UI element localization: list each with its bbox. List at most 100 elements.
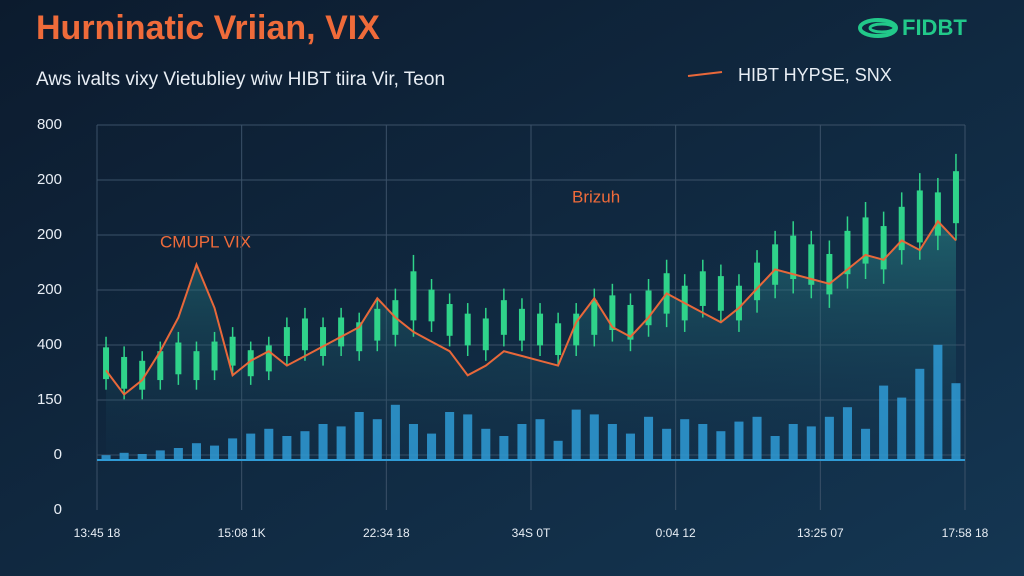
candle-body — [482, 318, 489, 351]
candle-body — [808, 244, 815, 285]
legend-swatch — [687, 71, 723, 77]
volume-bar — [897, 397, 907, 460]
candle-body — [193, 351, 200, 381]
chart-title: Hurninatic Vriian, VIX — [36, 9, 380, 47]
legend-label: HIBT HYPSE, SNX — [738, 65, 892, 85]
x-tick-label: 0:04 12 — [656, 526, 696, 540]
volume-bar — [228, 438, 238, 460]
volume-bar — [282, 436, 292, 460]
logo-icon — [868, 22, 896, 34]
volume-bar — [734, 421, 744, 460]
candle-body — [301, 318, 308, 351]
candle-body — [157, 351, 164, 381]
candle-body — [754, 262, 761, 301]
candle-body — [645, 290, 652, 326]
annotation: CMUPL VIX — [160, 232, 251, 251]
candle-body — [356, 322, 363, 352]
candle-body — [283, 327, 290, 356]
chart-subtitle: Aws ivalts vixy Vietubliey wiw HIBT tiir… — [36, 69, 445, 90]
volume-bar — [427, 433, 437, 460]
volume-bar — [390, 404, 400, 460]
x-tick-label: 17:58 18 — [942, 526, 989, 540]
annotation: Brizuh — [572, 187, 620, 206]
volume-bar — [155, 450, 165, 460]
volume-bar — [770, 436, 780, 460]
candle-body — [265, 345, 272, 372]
volume-bar — [716, 431, 726, 460]
candle-body — [699, 271, 706, 306]
logo-icon — [858, 18, 898, 38]
candle-body — [320, 327, 327, 356]
volume-bar — [535, 419, 545, 460]
volume-bar — [354, 412, 364, 460]
volume-bar — [499, 436, 509, 460]
volume-bar — [137, 454, 147, 460]
volume-bar — [879, 385, 889, 460]
volume-bar — [915, 368, 925, 460]
candle-body — [175, 342, 182, 375]
candle-body — [410, 271, 417, 321]
candle-body — [862, 217, 869, 264]
volume-bar — [463, 414, 473, 460]
volume-bar — [372, 419, 382, 460]
volume-bar — [861, 428, 871, 460]
candle-body — [518, 308, 525, 341]
y-tick-label: 0 — [54, 501, 62, 518]
y-tick-label: 200 — [37, 226, 62, 243]
y-tick-label: 200 — [37, 171, 62, 188]
volume-bar — [481, 428, 491, 460]
volume-bar — [607, 424, 617, 460]
volume-bar — [336, 426, 346, 460]
volume-bar — [318, 424, 328, 460]
y-tick-label: 200 — [37, 281, 62, 298]
volume-bar — [553, 440, 563, 460]
volume-bar — [625, 433, 635, 460]
candle-body — [229, 336, 236, 366]
line — [105, 219, 957, 396]
candle-body — [103, 347, 110, 380]
candle-body — [898, 206, 905, 251]
candle-body — [573, 313, 580, 346]
volume-bar — [698, 424, 708, 460]
volume-bar — [951, 383, 961, 460]
logo: FIDBT — [858, 15, 967, 40]
volume-bar — [408, 424, 418, 460]
x-tick-label: 22:34 18 — [363, 526, 410, 540]
candle-body — [374, 308, 381, 341]
candle-body — [537, 313, 544, 346]
x-tick-label: 13:25 07 — [797, 526, 844, 540]
candle-body — [952, 171, 959, 224]
candle-body — [428, 289, 435, 322]
volume-bar — [571, 409, 581, 460]
volume-bar — [119, 452, 129, 460]
volume-bar — [246, 433, 256, 460]
candle-body — [609, 295, 616, 331]
volume-bar — [191, 443, 201, 460]
volume-bar — [662, 428, 672, 460]
candle-body — [446, 304, 453, 336]
y-tick-label: 400 — [37, 336, 62, 353]
volume-bar — [788, 424, 798, 460]
candle-body — [790, 235, 797, 279]
candle-body — [880, 226, 887, 270]
volume-bar — [173, 448, 183, 460]
volume-bar — [101, 455, 111, 460]
candle-body — [934, 192, 941, 236]
volume-bar — [210, 445, 220, 460]
candle-body — [591, 300, 598, 335]
x-tick-label: 15:08 1K — [218, 526, 266, 540]
candle-body — [844, 230, 851, 275]
y-tick-label: 0 — [54, 446, 62, 463]
y-tick-label: 800 — [37, 116, 62, 133]
candle-body — [139, 360, 146, 390]
x-tick-label: 34S 0T — [512, 526, 551, 540]
candle-body — [121, 356, 128, 389]
volume-bar — [680, 419, 690, 460]
candle-body — [211, 341, 218, 371]
logo-text: FIDBT — [902, 15, 967, 40]
volume-bar — [752, 416, 762, 460]
y-tick-label: 150 — [37, 391, 62, 408]
candle-body — [464, 313, 471, 346]
